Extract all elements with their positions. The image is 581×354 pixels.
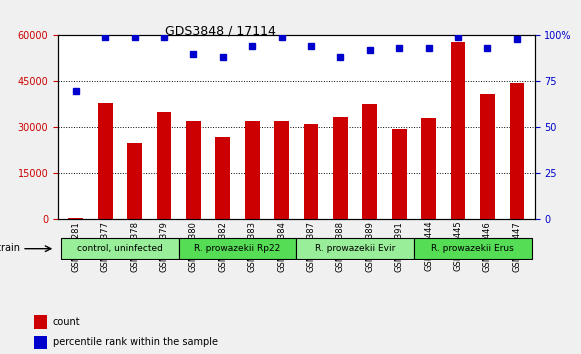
Bar xyxy=(216,137,230,219)
Text: GDS3848 / 17114: GDS3848 / 17114 xyxy=(166,25,276,38)
Bar xyxy=(157,112,171,219)
Text: count: count xyxy=(53,317,80,327)
Bar xyxy=(127,143,142,219)
Text: R. prowazekii Evir: R. prowazekii Evir xyxy=(315,244,395,253)
Bar xyxy=(69,218,83,219)
Bar xyxy=(421,118,436,219)
Bar xyxy=(510,83,524,219)
Bar xyxy=(245,121,260,219)
Text: control, uninfected: control, uninfected xyxy=(77,244,163,253)
Text: percentile rank within the sample: percentile rank within the sample xyxy=(53,337,217,348)
Bar xyxy=(392,129,407,219)
Bar xyxy=(186,121,200,219)
FancyBboxPatch shape xyxy=(296,238,414,259)
FancyBboxPatch shape xyxy=(414,238,532,259)
Bar xyxy=(98,103,113,219)
Bar xyxy=(34,336,48,349)
Bar xyxy=(480,94,495,219)
Text: strain: strain xyxy=(0,242,20,252)
Bar xyxy=(34,315,48,329)
Bar xyxy=(451,41,465,219)
Bar xyxy=(363,104,377,219)
Text: R. prowazekii Erus: R. prowazekii Erus xyxy=(431,244,514,253)
FancyBboxPatch shape xyxy=(61,238,179,259)
Bar xyxy=(304,124,318,219)
Bar xyxy=(274,121,289,219)
Bar xyxy=(333,117,348,219)
Text: R. prowazekii Rp22: R. prowazekii Rp22 xyxy=(195,244,281,253)
FancyBboxPatch shape xyxy=(179,238,296,259)
